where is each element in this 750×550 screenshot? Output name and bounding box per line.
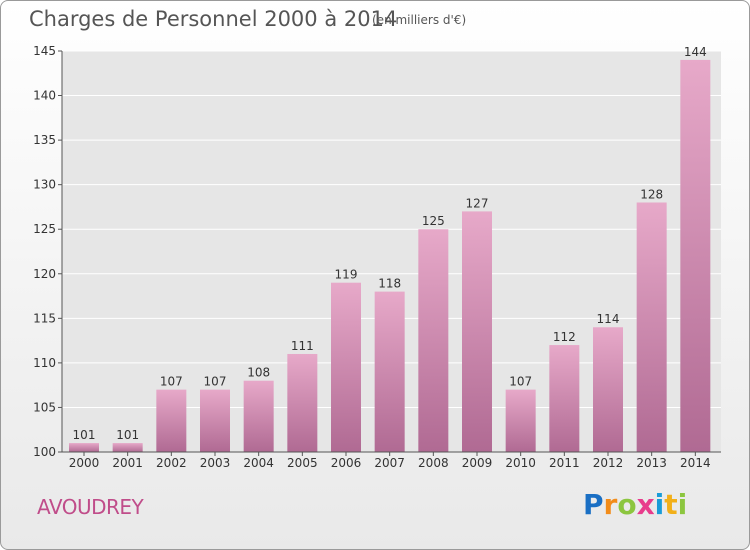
- labels: 101 101 107 107 108 111 119 118 125 127 107 112 114 1…: [73, 45, 707, 442]
- x-tick-label-2000: 2000: [69, 456, 100, 470]
- x-tick-label-2011: 2011: [549, 456, 580, 470]
- chart-title: Charges de Personnel 2000 à 2014: [29, 7, 398, 31]
- bar-2007: [374, 291, 405, 452]
- x-tick-label-2006: 2006: [331, 456, 362, 470]
- y-tick-label: 135: [33, 133, 56, 147]
- y-tick-label: 105: [33, 400, 56, 414]
- proxiti-logo[interactable]: Proxiti: [583, 488, 687, 521]
- x-tick-label-2013: 2013: [636, 456, 667, 470]
- value-label-2012: 114: [597, 312, 620, 326]
- x-tick-label-2005: 2005: [287, 456, 318, 470]
- y-tick-label: 100: [33, 445, 56, 459]
- value-label-2014: 144: [684, 45, 707, 59]
- y-tick-label: 140: [33, 89, 56, 103]
- x-tick-label-2012: 2012: [593, 456, 624, 470]
- value-label-2009: 127: [466, 196, 489, 210]
- x-tick-label-2001: 2001: [112, 456, 143, 470]
- y-tick-label: 115: [33, 311, 56, 325]
- logo-letter: i: [677, 488, 688, 521]
- value-label-2004: 108: [247, 366, 270, 380]
- value-label-2003: 107: [204, 375, 227, 389]
- x-tick-label-2014: 2014: [680, 456, 711, 470]
- bar-2010: [505, 389, 536, 452]
- bar-2000: [69, 443, 99, 452]
- value-label-2001: 101: [116, 428, 139, 442]
- y-tick-label: 145: [33, 44, 56, 58]
- place-name: AVOUDREY: [37, 495, 144, 519]
- bar-2001: [112, 443, 143, 452]
- x-tick-label-2009: 2009: [462, 456, 493, 470]
- bar-2008: [418, 229, 449, 452]
- y-tick-label: 130: [33, 178, 56, 192]
- value-label-2013: 128: [640, 187, 663, 201]
- logo-letter: x: [636, 488, 655, 521]
- x-tick-label-2002: 2002: [156, 456, 187, 470]
- value-label-2008: 125: [422, 214, 445, 228]
- value-label-2005: 111: [291, 339, 314, 353]
- bar-2003: [200, 389, 230, 452]
- x-tick-label-2008: 2008: [418, 456, 449, 470]
- logo-letter: i: [654, 488, 665, 521]
- axes: 100 105 110 115 120 125 130 135 140 145 2000 2001 20…: [33, 44, 721, 470]
- bar-2011: [549, 345, 580, 452]
- value-label-2006: 119: [335, 268, 358, 282]
- y-tick-label: 125: [33, 222, 56, 236]
- bar-2005: [287, 353, 318, 452]
- value-label-2010: 107: [509, 375, 532, 389]
- bar-2009: [462, 211, 492, 452]
- y-tick-label: 120: [33, 267, 56, 281]
- y-tick-label: 110: [33, 356, 56, 370]
- value-label-2000: 101: [73, 428, 96, 442]
- x-tick-label-2007: 2007: [374, 456, 405, 470]
- bar-2013: [636, 202, 667, 452]
- chart-subtitle: (en milliers d'€): [372, 13, 467, 27]
- logo-letter: P: [583, 488, 604, 521]
- x-tick-label-2010: 2010: [505, 456, 536, 470]
- bar-2002: [156, 389, 187, 452]
- bar-2014: [680, 59, 711, 453]
- bar-2012: [593, 327, 623, 452]
- bar-2004: [243, 380, 274, 452]
- logo-letter: r: [603, 488, 618, 521]
- bar-2006: [331, 282, 361, 452]
- value-label-2007: 118: [378, 277, 401, 291]
- logo-letter: t: [664, 488, 678, 521]
- value-label-2002: 107: [160, 375, 183, 389]
- logo-letter: o: [617, 488, 637, 521]
- bars: [69, 59, 711, 453]
- x-tick-label-2003: 2003: [200, 456, 231, 470]
- value-label-2011: 112: [553, 330, 576, 344]
- x-tick-label-2004: 2004: [243, 456, 274, 470]
